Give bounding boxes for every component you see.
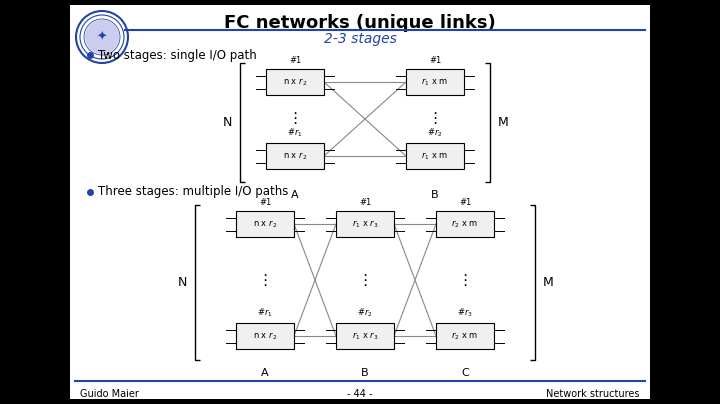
- Text: #1: #1: [289, 56, 301, 65]
- Text: ⋮: ⋮: [457, 273, 472, 288]
- Bar: [266, 69, 324, 95]
- Text: M: M: [543, 276, 554, 289]
- Text: C: C: [461, 368, 469, 378]
- Text: #$r_1$: #$r_1$: [287, 126, 303, 139]
- Text: $r_1$ x m: $r_1$ x m: [421, 150, 449, 162]
- Text: Network structures: Network structures: [546, 389, 640, 399]
- Text: #$r_1$: #$r_1$: [257, 307, 273, 319]
- Text: #1: #1: [429, 56, 441, 65]
- Text: $r_1$ x m: $r_1$ x m: [421, 76, 449, 88]
- Text: ⋮: ⋮: [428, 112, 443, 126]
- Text: #1: #1: [259, 198, 271, 207]
- Text: M: M: [498, 116, 509, 129]
- Bar: [236, 323, 294, 349]
- Bar: [406, 69, 464, 95]
- Text: ⋮: ⋮: [357, 273, 373, 288]
- Text: n x $r_2$: n x $r_2$: [283, 76, 307, 88]
- Text: n x $r_2$: n x $r_2$: [253, 218, 277, 230]
- Text: B: B: [361, 368, 369, 378]
- Text: ⋮: ⋮: [287, 112, 302, 126]
- Bar: [266, 143, 324, 169]
- Text: - 44 -: - 44 -: [347, 389, 373, 399]
- Text: n x $r_2$: n x $r_2$: [283, 150, 307, 162]
- Text: $r_1$ x $r_3$: $r_1$ x $r_3$: [352, 218, 378, 230]
- Text: #$r_2$: #$r_2$: [357, 307, 373, 319]
- Text: Guido Maier: Guido Maier: [80, 389, 139, 399]
- Text: #$r_3$: #$r_3$: [457, 307, 473, 319]
- Bar: [70, 5, 650, 399]
- Bar: [336, 211, 394, 237]
- Bar: [336, 323, 394, 349]
- Text: N: N: [222, 116, 232, 129]
- Text: #1: #1: [459, 198, 471, 207]
- Text: $r_2$ x m: $r_2$ x m: [451, 218, 479, 230]
- Bar: [436, 323, 494, 349]
- Text: $r_2$ x m: $r_2$ x m: [451, 330, 479, 342]
- Bar: [436, 211, 494, 237]
- Text: n x $r_2$: n x $r_2$: [253, 330, 277, 342]
- Text: $r_1$ x $r_3$: $r_1$ x $r_3$: [352, 330, 378, 342]
- Bar: [406, 143, 464, 169]
- Circle shape: [85, 20, 119, 54]
- Text: #1: #1: [359, 198, 371, 207]
- Text: Three stages: multiple I/O paths: Three stages: multiple I/O paths: [98, 185, 289, 198]
- Text: FC networks (unique links): FC networks (unique links): [224, 14, 496, 32]
- Text: A: A: [261, 368, 269, 378]
- Text: Two stages: single I/O path: Two stages: single I/O path: [98, 48, 257, 61]
- Text: #$r_2$: #$r_2$: [427, 126, 443, 139]
- Text: ✦: ✦: [96, 30, 107, 44]
- Bar: [236, 211, 294, 237]
- Text: N: N: [178, 276, 187, 289]
- Text: B: B: [431, 190, 438, 200]
- Text: A: A: [291, 190, 299, 200]
- Text: 2-3 stages: 2-3 stages: [323, 32, 397, 46]
- Text: ⋮: ⋮: [257, 273, 273, 288]
